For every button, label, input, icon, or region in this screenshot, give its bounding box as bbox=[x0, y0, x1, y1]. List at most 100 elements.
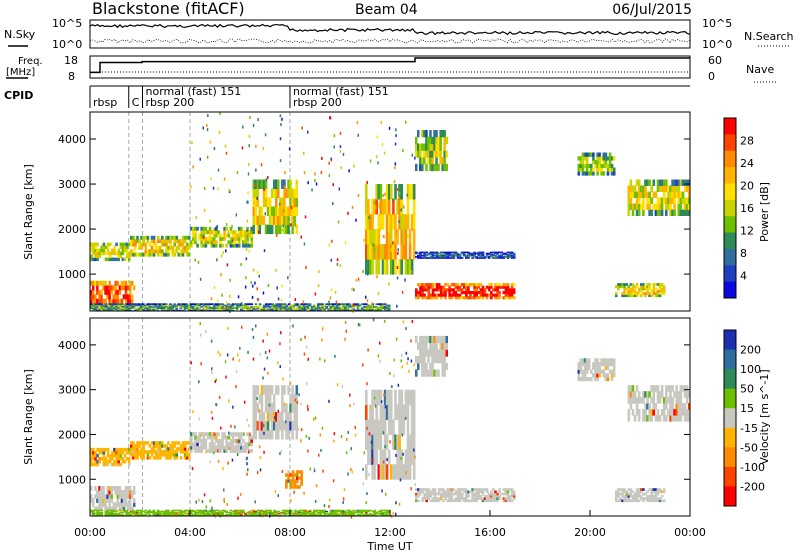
echo-cell bbox=[325, 307, 328, 309]
echo-cell bbox=[246, 432, 249, 437]
echo-cell bbox=[606, 163, 610, 169]
scatter-cell bbox=[354, 426, 356, 429]
echo-cell bbox=[127, 254, 131, 259]
echo-cell bbox=[683, 197, 687, 204]
echo-cell bbox=[133, 511, 137, 514]
echo-cell bbox=[200, 303, 203, 306]
echo-cell bbox=[446, 252, 449, 255]
scatter-cell bbox=[370, 440, 373, 444]
echo-cell bbox=[233, 303, 237, 306]
echo-cell bbox=[242, 233, 245, 238]
echo-cell bbox=[427, 150, 430, 158]
echo-cell bbox=[126, 506, 130, 512]
echo-cell bbox=[269, 511, 272, 514]
echo-cell bbox=[577, 369, 581, 374]
echo-cell bbox=[159, 441, 162, 445]
echo-cell bbox=[308, 509, 312, 512]
scatter-cell bbox=[341, 385, 344, 389]
echo-cell bbox=[602, 156, 606, 161]
echo-cell bbox=[106, 245, 110, 250]
scatter-cell bbox=[302, 300, 305, 304]
echo-cell bbox=[154, 444, 158, 448]
echo-cell bbox=[685, 179, 689, 186]
echo-cell bbox=[458, 296, 462, 300]
echo-cell bbox=[252, 206, 255, 216]
scatter-cell bbox=[307, 357, 309, 361]
echo-cell bbox=[437, 254, 441, 257]
echo-cell bbox=[118, 285, 122, 291]
scatter-cell bbox=[377, 354, 380, 358]
echo-cell bbox=[98, 502, 101, 507]
echo-cell bbox=[142, 456, 145, 460]
echo-cell bbox=[310, 307, 314, 309]
echo-cell bbox=[652, 490, 656, 494]
echo-cell bbox=[289, 206, 292, 216]
echo-cell bbox=[116, 502, 120, 507]
echo-cell bbox=[612, 369, 616, 374]
echo-cell bbox=[510, 251, 514, 254]
echo-cell bbox=[371, 229, 374, 245]
echo-cell bbox=[198, 445, 201, 450]
echo-cell bbox=[635, 285, 639, 289]
echo-cell bbox=[469, 490, 472, 494]
echo-cell bbox=[225, 513, 228, 516]
echo-cell bbox=[290, 307, 293, 309]
echo-cell bbox=[312, 512, 316, 515]
echo-cell bbox=[281, 509, 285, 512]
echo-cell bbox=[448, 494, 451, 498]
echo-cell bbox=[385, 509, 389, 512]
echo-cell bbox=[381, 449, 385, 465]
echo-cell bbox=[135, 304, 139, 307]
colorbar-tick-3: 16 bbox=[740, 202, 754, 215]
echo-cell bbox=[602, 171, 606, 176]
echo-cell bbox=[421, 163, 424, 172]
echo-cell bbox=[456, 293, 460, 297]
echo-cell bbox=[445, 349, 448, 357]
echo-cell bbox=[677, 209, 681, 216]
scatter-cell bbox=[231, 304, 233, 308]
echo-cell bbox=[169, 307, 172, 309]
echo-cell bbox=[96, 447, 99, 452]
echo-cell bbox=[92, 502, 95, 507]
scatter-cell bbox=[257, 298, 259, 301]
echo-band-2 bbox=[190, 226, 253, 248]
echo-cell bbox=[662, 289, 666, 293]
echo-cell bbox=[612, 365, 616, 370]
echo-cell bbox=[125, 254, 129, 259]
echo-cell bbox=[306, 304, 310, 307]
noise-right-tick-high: 10^5 bbox=[702, 17, 732, 30]
echo-cell bbox=[333, 307, 337, 309]
echo-cell bbox=[92, 280, 95, 286]
echo-cell bbox=[381, 244, 385, 260]
echo-cell bbox=[204, 243, 208, 248]
echo-cell bbox=[148, 513, 151, 516]
echo-cell bbox=[583, 163, 587, 169]
echo-cell bbox=[290, 512, 293, 515]
echo-cell bbox=[623, 497, 626, 500]
echo-cell bbox=[471, 296, 474, 300]
echo-cell bbox=[467, 492, 470, 496]
echo-cell bbox=[285, 403, 288, 413]
echo-cell bbox=[206, 230, 210, 235]
echo-cell bbox=[96, 512, 99, 515]
echo-cell bbox=[215, 439, 218, 443]
echo-cell bbox=[642, 203, 645, 210]
scatter-cell bbox=[303, 151, 305, 155]
scatter-cell bbox=[362, 363, 364, 367]
echo-cell bbox=[658, 283, 662, 286]
echo-cell bbox=[215, 512, 218, 515]
echo-cell bbox=[631, 497, 635, 500]
echo-cell bbox=[125, 245, 129, 250]
echo-cell bbox=[423, 369, 426, 377]
echo-cell bbox=[581, 167, 585, 172]
echo-cell bbox=[619, 497, 622, 500]
echo-cell bbox=[268, 215, 272, 226]
echo-cell bbox=[102, 450, 106, 455]
echo-cell bbox=[429, 293, 433, 297]
scatter-cell bbox=[329, 296, 332, 300]
echo-cell bbox=[342, 304, 345, 307]
echo-cell bbox=[258, 304, 262, 307]
echo-cell bbox=[631, 185, 635, 192]
echo-cell bbox=[479, 257, 483, 259]
